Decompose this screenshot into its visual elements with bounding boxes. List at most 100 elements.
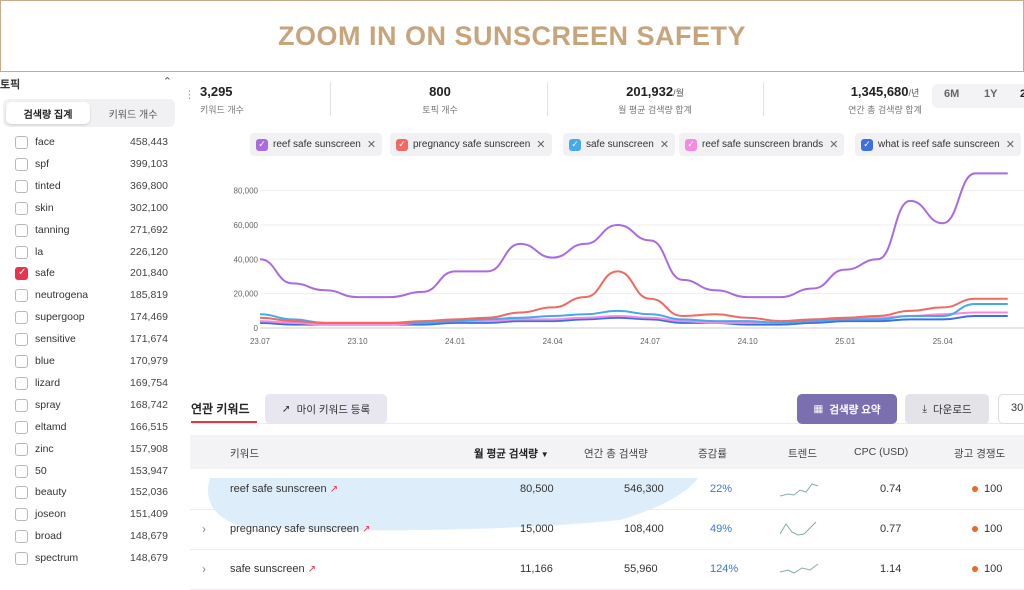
topic-name: blue <box>35 355 55 367</box>
checkbox[interactable] <box>15 223 28 237</box>
table-row[interactable]: reef safe sunscreen ↗ 80,500 546,300 22% 0.7… <box>190 470 1024 510</box>
topic-item-skin[interactable]: skin 302,100 <box>0 199 182 220</box>
x-tick-label: 23.07 <box>250 337 271 346</box>
topic-item-spf[interactable]: spf 399,103 <box>0 155 182 176</box>
y-tick-label: 60,000 <box>234 221 259 230</box>
topic-item-safe[interactable]: safe 201,840 <box>0 264 182 285</box>
chevron-right-icon[interactable]: › <box>202 522 206 536</box>
stat-yearly-total: 1,345,680/년 연간 총 검색량 합계 <box>815 80 955 120</box>
period-1y[interactable]: 1Y <box>984 88 998 100</box>
topic-item-spectrum[interactable]: spectrum 148,679 <box>0 549 182 570</box>
check-icon[interactable]: ✓ <box>256 138 268 151</box>
topic-item-eltamd[interactable]: eltamd 166,515 <box>0 418 182 439</box>
topic-section-header[interactable]: 토픽 ⌃ <box>0 76 182 92</box>
download-icon: ⤓ <box>922 402 927 415</box>
check-icon[interactable]: ✓ <box>861 138 873 151</box>
close-icon[interactable]: ✕ <box>1005 139 1015 151</box>
topic-item-50[interactable]: 50 153,947 <box>0 462 182 483</box>
stat-value: 800 <box>429 84 451 99</box>
series-chip[interactable]: ✓ reef safe sunscreen ✕ <box>250 133 383 156</box>
cpc-cell: 0.74 <box>880 483 902 495</box>
tab-search-volume[interactable]: 검색량 집계 <box>6 102 90 124</box>
table-row[interactable]: › safe sunscreen ↗ 11,166 55,960 124% 1.14 100 <box>190 550 1024 590</box>
keyword-cell[interactable]: reef safe sunscreen ↗ <box>230 483 339 495</box>
check-icon[interactable]: ✓ <box>396 138 408 151</box>
checkbox[interactable] <box>15 157 28 171</box>
chevron-up-icon[interactable]: ⌃ <box>162 76 172 88</box>
tab-related-keywords[interactable]: 연관 키워드 <box>191 402 250 416</box>
header-monthly[interactable]: 월 평균 검색량 ▼ <box>474 448 549 460</box>
checkbox[interactable] <box>15 508 28 522</box>
topic-item-zinc[interactable]: zinc 157,908 <box>0 440 182 461</box>
topic-item-beauty[interactable]: beauty 152,036 <box>0 483 182 504</box>
series-chip[interactable]: ✓ what is reef safe sunscreen ✕ <box>855 133 1021 156</box>
header-competition[interactable]: 광고 경쟁도 <box>954 448 1006 460</box>
volume-summary-button[interactable]: ▦ 검색량 요약 <box>797 394 897 424</box>
topic-item-spray[interactable]: spray 168,742 <box>0 396 182 417</box>
header-yearly[interactable]: 연간 총 검색량 <box>584 448 648 460</box>
checkbox[interactable] <box>15 136 28 149</box>
series-chip[interactable]: ✓ safe sunscreen ✕ <box>563 133 676 156</box>
series-chip[interactable]: ✓ reef safe sunscreen brands ✕ <box>679 133 845 156</box>
register-my-keyword-button[interactable]: ➚ 마이 키워드 등록 <box>265 394 387 424</box>
checkbox[interactable] <box>15 355 28 368</box>
topic-name: spray <box>35 398 61 411</box>
checkbox[interactable] <box>15 486 28 500</box>
checkbox[interactable] <box>15 289 28 303</box>
topic-item-tanning[interactable]: tanning 271,692 <box>0 221 182 242</box>
topic-item-joseon[interactable]: joseon 151,409 <box>0 505 182 526</box>
topic-item-neutrogena[interactable]: neutrogena 185,819 <box>0 286 182 307</box>
checkbox[interactable] <box>15 530 28 544</box>
checkbox[interactable] <box>15 201 28 215</box>
topic-item-sensitive[interactable]: sensitive 171,674 <box>0 330 182 351</box>
close-icon[interactable]: ✕ <box>659 139 670 151</box>
period-6m[interactable]: 6M <box>944 88 960 100</box>
series-line <box>259 311 1008 326</box>
period-2y[interactable]: 2 <box>1020 88 1024 100</box>
page-size-select[interactable]: 30 <box>998 394 1024 424</box>
topic-count: 169,754 <box>130 376 168 389</box>
topic-item-supergoop[interactable]: supergoop 174,469 <box>0 308 182 329</box>
topic-item-broad[interactable]: broad 148,679 <box>0 527 182 548</box>
close-icon[interactable]: ✕ <box>536 139 546 151</box>
topic-name: beauty <box>35 486 67 499</box>
topic-item-la[interactable]: la 226,120 <box>0 243 182 264</box>
checkbox[interactable] <box>15 245 28 259</box>
topic-item-lizard[interactable]: lizard 169,754 <box>0 374 182 395</box>
checkbox[interactable] <box>15 420 28 434</box>
checkbox[interactable] <box>15 179 28 193</box>
chevron-right-icon[interactable]: › <box>202 562 206 576</box>
checkbox[interactable] <box>15 398 28 412</box>
topic-item-blue[interactable]: blue 170,979 <box>0 352 182 373</box>
checkbox[interactable] <box>15 464 28 478</box>
close-icon[interactable]: ✕ <box>829 139 839 151</box>
y-tick-label: 20,000 <box>234 290 259 299</box>
checkbox[interactable] <box>15 376 28 390</box>
series-chip[interactable]: ✓ pregnancy safe sunscreen ✕ <box>390 133 552 156</box>
check-icon[interactable]: ✓ <box>569 138 581 151</box>
keyword-cell[interactable]: safe sunscreen ↗ <box>230 563 317 575</box>
checkbox[interactable] <box>15 311 28 325</box>
check-icon[interactable]: ✓ <box>685 138 697 151</box>
sort-down-icon: ▼ <box>540 450 549 459</box>
series-line <box>259 172 1008 299</box>
checkbox[interactable] <box>15 442 28 456</box>
download-button[interactable]: ⤓ 다운로드 <box>905 394 989 424</box>
header-cpc[interactable]: CPC (USD) <box>854 446 909 458</box>
topic-count: 185,819 <box>130 289 168 302</box>
topic-item-face[interactable]: face 458,443 <box>0 133 182 154</box>
close-icon[interactable]: ✕ <box>366 139 377 151</box>
topic-item-tinted[interactable]: tinted 369,800 <box>0 177 182 198</box>
x-tick-label: 25.01 <box>835 337 856 346</box>
keyword-cell[interactable]: pregnancy safe sunscreen ↗ <box>230 523 371 535</box>
table-row[interactable]: › pregnancy safe sunscreen ↗ 15,000 108,400… <box>190 510 1024 550</box>
checkbox[interactable] <box>15 552 28 566</box>
tab-keyword-count[interactable]: 키워드 개수 <box>108 109 158 121</box>
series-chip-label: safe sunscreen <box>586 139 654 150</box>
more-vertical-icon[interactable]: ⋮ <box>184 89 195 101</box>
checkbox[interactable] <box>15 333 28 347</box>
monthly-cell: 11,166 <box>520 563 553 575</box>
stat-monthly-total: 201,932/월 월 평균 검색량 합계 <box>590 80 720 120</box>
checkbox[interactable] <box>15 267 28 281</box>
header-change[interactable]: 증감률 <box>698 448 727 460</box>
